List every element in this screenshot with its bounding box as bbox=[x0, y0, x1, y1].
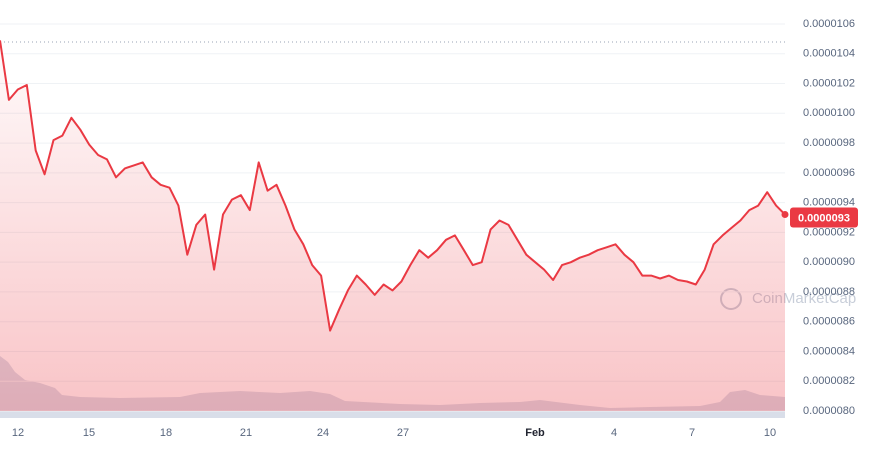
last-point bbox=[781, 211, 789, 219]
x-tick-label: 7 bbox=[689, 427, 695, 439]
x-tick-label: 15 bbox=[83, 427, 95, 439]
x-tick-label: 24 bbox=[317, 427, 329, 439]
y-tick-label: 0.0000086 bbox=[803, 316, 855, 328]
x-tick-label: 21 bbox=[240, 427, 252, 439]
price-area bbox=[0, 40, 785, 412]
x-tick-label: Feb bbox=[525, 427, 545, 439]
price-line bbox=[0, 40, 786, 332]
y-tick-label: 0.0000102 bbox=[803, 77, 855, 89]
y-tick-label: 0.0000106 bbox=[803, 18, 855, 30]
y-tick-label: 0.0000104 bbox=[803, 48, 855, 60]
x-tick-label: 27 bbox=[397, 427, 409, 439]
y-tick-label: 0.0000092 bbox=[803, 226, 855, 238]
y-tick-label: 0.0000090 bbox=[803, 256, 855, 268]
x-tick-label: 10 bbox=[764, 427, 776, 439]
x-tick-label: 4 bbox=[611, 427, 617, 439]
y-tick-label: 0.0000098 bbox=[803, 137, 855, 149]
y-tick-label: 0.0000080 bbox=[803, 405, 855, 417]
y-tick-label: 0.0000100 bbox=[803, 107, 855, 119]
x-tick-label: 18 bbox=[160, 427, 172, 439]
y-tick-label: 0.0000082 bbox=[803, 375, 855, 387]
price-badge-label: 0.0000093 bbox=[798, 212, 850, 224]
y-tick-label: 0.0000094 bbox=[803, 197, 855, 209]
price-badge bbox=[790, 207, 858, 228]
y-tick-label: 0.0000096 bbox=[803, 167, 855, 179]
y-tick-label: 0.0000084 bbox=[803, 345, 855, 357]
x-tick-label: 12 bbox=[12, 427, 24, 439]
y-tick-label: 0.0000088 bbox=[803, 286, 855, 298]
